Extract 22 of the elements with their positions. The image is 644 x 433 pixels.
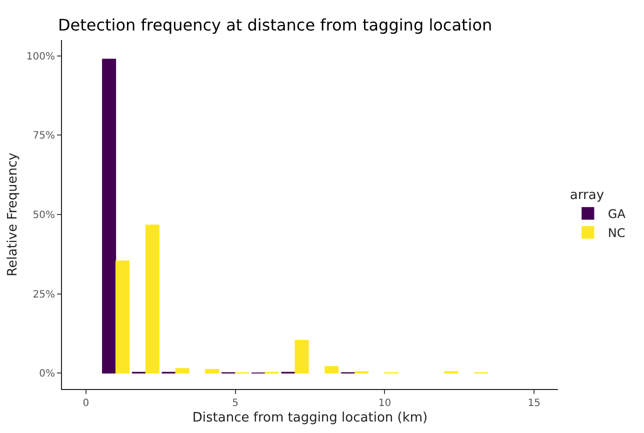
chart-title: Detection frequency at distance from tagging location <box>58 16 492 35</box>
y-tick-label: 50% <box>32 210 55 221</box>
bar <box>175 368 190 374</box>
y-axis-title: Relative Frequency <box>5 152 20 276</box>
bar <box>102 58 116 374</box>
x-tick-label: 10 <box>378 398 392 409</box>
bar <box>324 366 339 374</box>
y-tick-label: 25% <box>32 289 55 300</box>
x-tick-label: 0 <box>82 398 90 409</box>
x-tick-label: 15 <box>528 398 540 409</box>
x-axis-title: Distance from tagging location (km) <box>192 410 428 426</box>
x-tick-label: 5 <box>232 398 238 409</box>
bar <box>145 224 160 374</box>
legend-label: GA <box>608 207 626 222</box>
y-tick-label: 75% <box>32 130 55 142</box>
bar <box>205 369 220 374</box>
y-tick-label: 0% <box>39 368 55 380</box>
bar <box>294 340 309 374</box>
bar <box>115 260 130 374</box>
legend-title: array <box>570 188 604 203</box>
legend-label: NC <box>608 226 626 240</box>
y-tick-label: 100% <box>26 51 55 62</box>
